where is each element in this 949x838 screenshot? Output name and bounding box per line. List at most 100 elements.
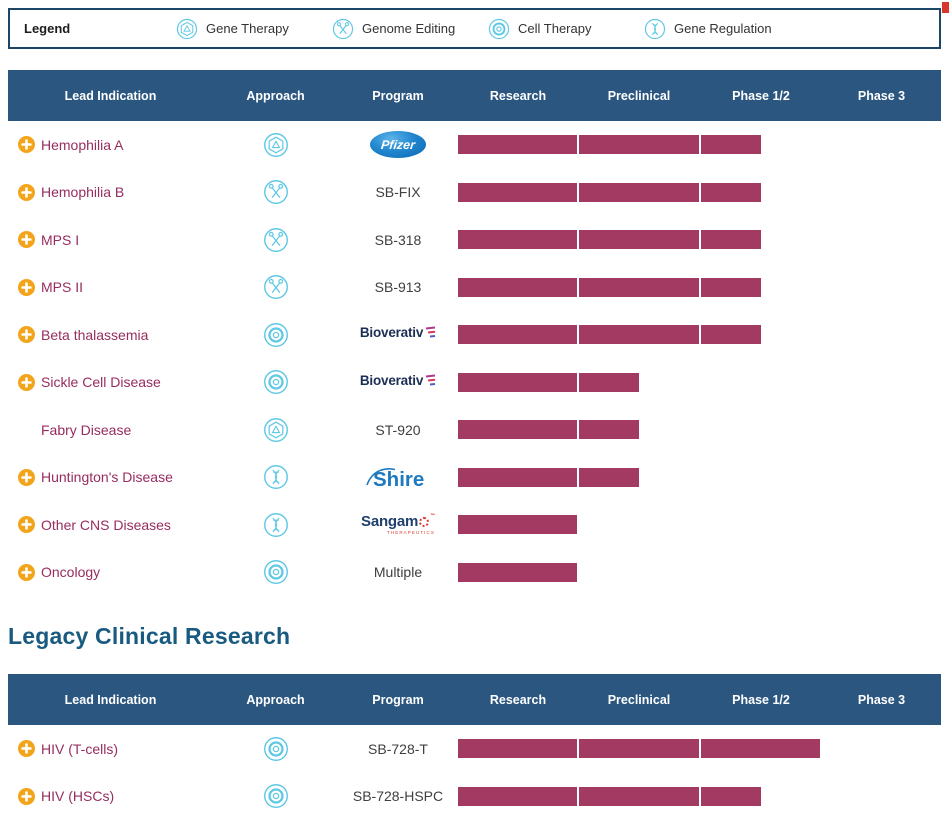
column-header: Phase 1/2 — [732, 88, 790, 103]
legend-item-label: Gene Regulation — [674, 21, 772, 36]
column-header: Research — [489, 88, 547, 103]
program-cell: SB-913 — [338, 264, 458, 312]
program-label: SB-318 — [374, 231, 422, 248]
program-logo-bioverativ: Bioverativ — [360, 325, 436, 344]
stage-bar-phase-1-2 — [701, 230, 761, 250]
approach-cell — [213, 549, 338, 597]
legend-item-label: Cell Therapy — [518, 21, 592, 36]
stage-bar-phase-1-2 — [701, 739, 820, 759]
stage-bar-preclinical — [579, 372, 639, 392]
lead-indication-cell: Hemophilia B — [8, 169, 213, 217]
stage-bar-research — [458, 372, 577, 392]
expand-row-button[interactable] — [18, 373, 35, 391]
approach-cell — [213, 264, 338, 312]
stage-bar-research — [458, 420, 577, 440]
lead-indication-cell: Huntington's Disease — [8, 454, 213, 502]
program-logo-sangamo: Sangam ™ THERAPEUTICS — [361, 513, 435, 535]
stage-progress-track — [458, 359, 941, 407]
program-logo-shire: Shire — [364, 464, 432, 491]
indication-label: MPS II — [41, 279, 84, 296]
expand-row-button[interactable] — [18, 231, 35, 249]
lead-indication-cell: MPS I — [8, 216, 213, 264]
expand-row-button[interactable] — [18, 278, 35, 296]
stage-bar-research — [458, 325, 577, 345]
genome-editing-icon — [332, 18, 354, 40]
section-title-legacy-clinical-research: Legacy Clinical Research — [8, 623, 291, 649]
lead-indication-cell: HIV (T-cells) — [8, 725, 213, 773]
program-cell: Shire — [338, 454, 458, 502]
table-row: Oncology Multiple — [8, 549, 941, 597]
program-logo-bioverativ: Bioverativ — [360, 373, 436, 392]
pipeline-table: Lead Indication Approach Program Research Pr… — [8, 70, 941, 596]
column-header: Lead Indication — [64, 692, 157, 707]
program-label: ST-920 — [375, 421, 421, 438]
indication-label: Beta thalassemia — [41, 326, 149, 343]
stage-bar-preclinical — [579, 182, 699, 202]
stage-bar-research — [458, 562, 577, 582]
program-label: Multiple — [373, 564, 423, 581]
lead-indication-cell: MPS II — [8, 264, 213, 312]
cell-therapy-icon — [263, 736, 289, 762]
lead-indication-cell: Hemophilia A — [8, 121, 213, 169]
stage-bar-preclinical — [579, 135, 699, 155]
program-cell: Bioverativ — [338, 359, 458, 407]
approach-cell — [213, 121, 338, 169]
column-header: Program — [372, 88, 424, 103]
legend-item-label: Gene Therapy — [206, 21, 289, 36]
gene-regulation-icon — [644, 18, 666, 40]
lead-indication-cell: Other CNS Diseases — [8, 501, 213, 549]
stage-bar-research — [458, 467, 577, 487]
program-cell: Pfizer — [338, 121, 458, 169]
expand-row-button[interactable] — [18, 326, 35, 344]
stage-progress-track — [458, 549, 941, 597]
expand-row-button[interactable] — [18, 136, 35, 154]
program-cell: SB-728-T — [338, 725, 458, 773]
stage-bar-research — [458, 230, 577, 250]
stage-bar-phase-1-2 — [701, 325, 761, 345]
gene-regulation-icon — [263, 512, 289, 538]
table-header-row: Lead Indication Approach Program Research Pr… — [8, 70, 941, 121]
program-label: SB-FIX — [375, 184, 421, 201]
expand-row-button[interactable] — [18, 468, 35, 486]
approach-cell — [213, 359, 338, 407]
expand-row-button[interactable] — [18, 787, 35, 805]
program-cell: Multiple — [338, 549, 458, 597]
stage-progress-track — [458, 725, 941, 773]
gene-therapy-icon — [263, 417, 289, 443]
expand-row-button[interactable] — [18, 516, 35, 534]
approach-cell — [213, 725, 338, 773]
cell-therapy-icon — [263, 322, 289, 348]
stage-bar-research — [458, 135, 577, 155]
column-header: Lead Indication — [64, 88, 157, 103]
approach-cell — [213, 311, 338, 359]
indication-label: Other CNS Diseases — [41, 516, 171, 533]
table-row: Other CNS Diseases Sangam ™ THERAPEUTICS — [8, 501, 941, 549]
table-row: Fabry Disease ST-920 — [8, 406, 941, 454]
approach-cell — [213, 501, 338, 549]
legacy-table: Lead Indication Approach Program Research Pr… — [8, 674, 941, 820]
gene-therapy-icon — [176, 18, 198, 40]
genome-editing-icon — [263, 227, 289, 253]
legend-title: Legend — [24, 21, 71, 36]
column-header: Phase 1/2 — [732, 692, 790, 707]
stage-bar-preclinical — [579, 467, 639, 487]
expand-row-button[interactable] — [18, 563, 35, 581]
program-cell: SB-728-HSPC — [338, 773, 458, 821]
stage-progress-track — [458, 773, 941, 821]
stage-bar-research — [458, 182, 577, 202]
indication-label: Oncology — [41, 564, 101, 581]
expand-row-button[interactable] — [18, 183, 35, 201]
stage-progress-track — [458, 264, 941, 312]
indication-label: Hemophilia A — [41, 136, 124, 153]
stage-bar-research — [458, 739, 577, 759]
program-cell: SB-318 — [338, 216, 458, 264]
stage-progress-track — [458, 501, 941, 549]
expand-row-button[interactable] — [18, 740, 35, 758]
lead-indication-cell: Beta thalassemia — [8, 311, 213, 359]
gene-therapy-icon — [263, 132, 289, 158]
table-row: Huntington's Disease Shire — [8, 454, 941, 502]
sangamo-o-mark — [419, 516, 430, 527]
stage-bar-preclinical — [579, 277, 699, 297]
stage-bar-preclinical — [579, 325, 699, 345]
indication-label: Sickle Cell Disease — [41, 374, 161, 391]
